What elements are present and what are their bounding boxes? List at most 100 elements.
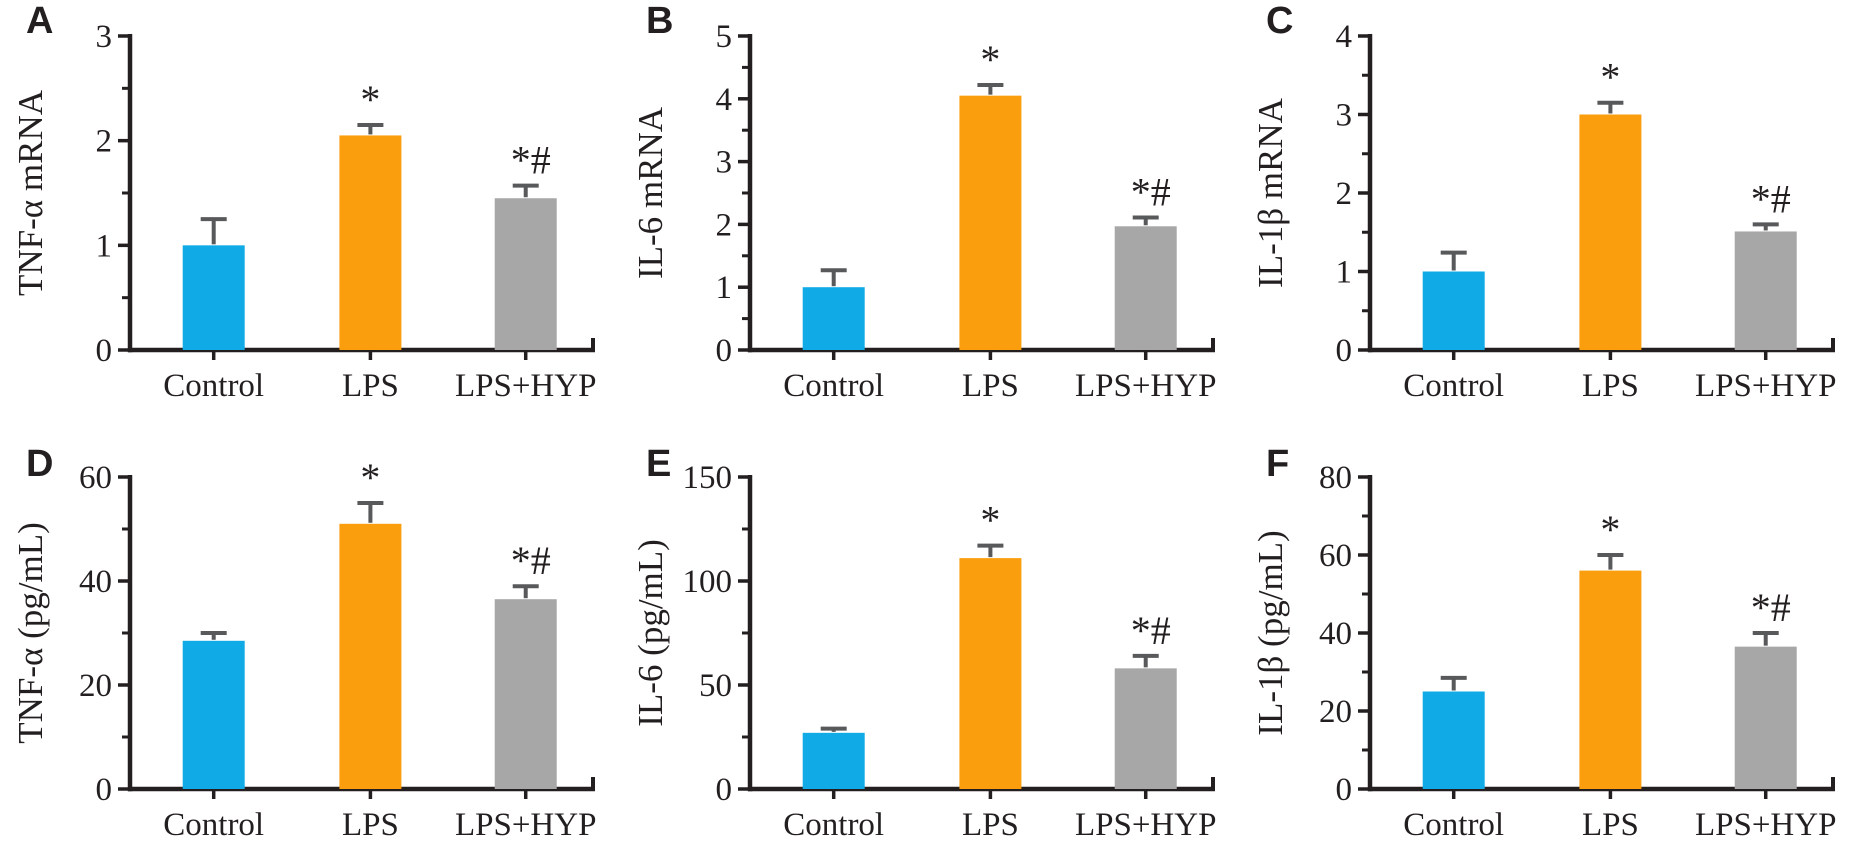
- x-tick-label: Control: [1403, 368, 1504, 404]
- y-tick-label: 40: [1319, 616, 1352, 652]
- bar-chart-svg: 0 1 2 3 4 5 IL-6 mRNA Control * LPS *# LPS+HYP: [631, 19, 1217, 404]
- x-tick-label: LPS+HYP: [1075, 368, 1217, 404]
- x-tick-label: LPS: [1582, 807, 1639, 842]
- y-tick-label: 3: [1336, 98, 1353, 134]
- significance-marker: *: [360, 77, 380, 122]
- y-tick-label: 4: [1336, 19, 1353, 55]
- bar-lps-hyp: [1734, 231, 1797, 350]
- chart-panel-e: E 0 50 100 150 IL-6 (pg/mL) Control * LPS *# LPS+…: [620, 421, 1240, 842]
- bar-lps-hyp: [494, 198, 557, 350]
- y-tick-label: 1: [1336, 255, 1353, 291]
- chart-panel-c: C 0 1 2 3 4 IL-1β mRNA Control * LPS *# LPS+HYP: [1240, 0, 1861, 421]
- bar-lps: [339, 523, 402, 789]
- bar-control: [182, 245, 245, 350]
- chart-panel-d: D 0 20 40 60 TNF-α (pg/mL) Control * LPS *# LPS+H…: [0, 421, 620, 842]
- bar-lps: [339, 135, 402, 350]
- significance-marker: *: [1600, 507, 1620, 552]
- bar-chart-svg: 0 50 100 150 IL-6 (pg/mL) Control * LPS *# LPS+HY…: [631, 460, 1217, 842]
- y-tick-label: 2: [96, 124, 113, 160]
- significance-marker: *: [980, 37, 1000, 82]
- y-tick-label: 60: [79, 460, 112, 496]
- y-tick-label: 150: [683, 460, 733, 496]
- x-tick-label: LPS+HYP: [1075, 807, 1217, 842]
- y-tick-label: 20: [79, 668, 112, 704]
- y-tick-label: 60: [1319, 538, 1352, 574]
- y-tick-label: 3: [96, 19, 113, 55]
- x-tick-label: LPS: [342, 807, 399, 842]
- y-tick-label: 0: [96, 333, 113, 369]
- bar-lps: [1579, 570, 1642, 789]
- bar-lps-hyp: [1734, 646, 1797, 789]
- chart-panel-f: F 0 20 40 60 80 IL-1β (pg/mL) Control * LPS *# LPS…: [1240, 421, 1861, 842]
- panel-label: D: [26, 443, 54, 485]
- y-tick-label: 100: [683, 564, 733, 600]
- panel-label: B: [646, 0, 674, 42]
- y-tick-label: 40: [79, 564, 112, 600]
- bar-lps-hyp: [1114, 226, 1177, 350]
- x-tick-label: LPS+HYP: [1695, 807, 1837, 842]
- y-tick-label: 50: [699, 668, 732, 704]
- significance-marker: *: [1600, 55, 1620, 100]
- significance-marker: *#: [1131, 608, 1171, 653]
- bar-chart-svg: 0 1 2 3 TNF-α mRNA Control * LPS *# LPS+HYP: [11, 19, 597, 404]
- bar-lps-hyp: [494, 599, 557, 789]
- x-tick-label: Control: [163, 807, 264, 842]
- y-tick-label: 5: [716, 19, 733, 55]
- y-axis-title: IL-6 mRNA: [631, 106, 670, 279]
- x-tick-label: LPS+HYP: [455, 807, 597, 842]
- y-axis-title: IL-1β mRNA: [1251, 97, 1290, 288]
- y-tick-label: 20: [1319, 694, 1352, 730]
- bar-control: [182, 640, 245, 789]
- bar-lps: [959, 558, 1022, 789]
- significance-marker: *#: [1751, 176, 1791, 221]
- bar-lps: [1579, 114, 1642, 350]
- chart-panel-b: B 0 1 2 3 4 5 IL-6 mRNA Control * LPS *# LPS+HYP: [620, 0, 1240, 421]
- y-tick-label: 1: [716, 270, 733, 306]
- x-tick-label: Control: [163, 368, 264, 404]
- x-tick-label: LPS+HYP: [455, 368, 597, 404]
- bar-control: [1422, 691, 1485, 789]
- bar-control: [802, 732, 865, 789]
- y-tick-label: 0: [1336, 333, 1353, 369]
- y-tick-label: 2: [716, 207, 733, 243]
- bar-control: [802, 287, 865, 350]
- significance-marker: *#: [511, 538, 551, 583]
- bar-chart-svg: 0 20 40 60 TNF-α (pg/mL) Control * LPS *# LPS+HYP: [11, 455, 597, 842]
- bar-lps: [959, 95, 1022, 350]
- y-tick-label: 3: [716, 145, 733, 181]
- y-tick-label: 0: [716, 772, 733, 808]
- panel-label: A: [26, 0, 54, 42]
- y-axis-title: IL-1β (pg/mL): [1251, 530, 1290, 735]
- x-tick-label: Control: [783, 368, 884, 404]
- panel-label: E: [646, 443, 672, 485]
- y-axis-title: TNF-α mRNA: [11, 89, 50, 296]
- x-tick-label: Control: [1403, 807, 1504, 842]
- x-tick-label: LPS: [962, 807, 1019, 842]
- panel-label: C: [1266, 0, 1294, 42]
- panel-label: F: [1266, 443, 1290, 485]
- bar-chart-svg: 0 20 40 60 80 IL-1β (pg/mL) Control * LPS *# LPS+H…: [1251, 460, 1837, 842]
- bar-chart-svg: 0 1 2 3 4 IL-1β mRNA Control * LPS *# LPS+HYP: [1251, 19, 1837, 404]
- x-tick-label: LPS: [342, 368, 399, 404]
- bar-control: [1422, 271, 1485, 350]
- significance-marker: *#: [1751, 585, 1791, 630]
- significance-marker: *: [360, 455, 380, 500]
- x-tick-label: LPS: [962, 368, 1019, 404]
- significance-marker: *: [980, 498, 1000, 543]
- significance-marker: *#: [511, 138, 551, 183]
- x-tick-label: Control: [783, 807, 884, 842]
- x-tick-label: LPS: [1582, 368, 1639, 404]
- significance-marker: *#: [1131, 169, 1171, 214]
- y-tick-label: 1: [96, 228, 113, 264]
- x-tick-label: LPS+HYP: [1695, 368, 1837, 404]
- y-axis-title: IL-6 (pg/mL): [631, 539, 670, 727]
- bar-lps-hyp: [1114, 668, 1177, 789]
- y-tick-label: 0: [96, 772, 113, 808]
- y-tick-label: 0: [716, 333, 733, 369]
- chart-panel-a: A 0 1 2 3 TNF-α mRNA Control * LPS *# LPS+HYP: [0, 0, 620, 421]
- y-axis-title: TNF-α (pg/mL): [11, 522, 50, 744]
- y-tick-label: 0: [1336, 772, 1353, 808]
- y-tick-label: 4: [716, 82, 733, 118]
- y-tick-label: 2: [1336, 176, 1353, 212]
